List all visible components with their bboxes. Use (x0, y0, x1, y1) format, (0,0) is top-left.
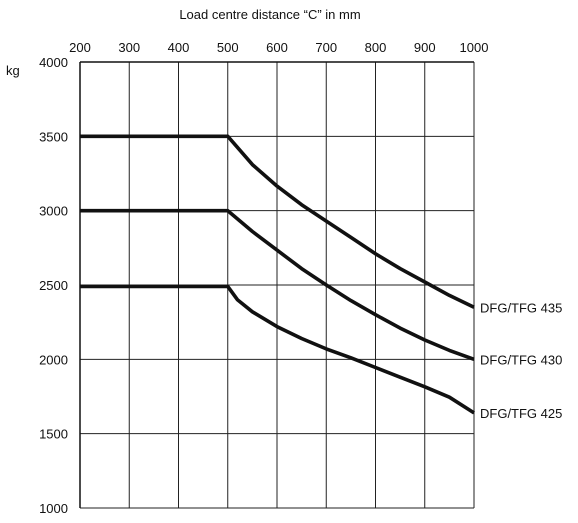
x-axis-title: Load centre distance “C” in mm (179, 7, 360, 22)
y-tick-label-6: 1000 (39, 501, 68, 516)
x-tick-label-8: 1000 (460, 40, 489, 55)
x-tick-label-4: 600 (266, 40, 288, 55)
series-label-1: DFG/TFG 430 (480, 352, 562, 367)
series-line-0 (80, 134, 475, 309)
x-tick-label-3: 500 (217, 40, 239, 55)
y-tick-label-0: 4000 (39, 55, 68, 70)
tick-labels: 200 300 400 500 600 700 800 900 1000 4000 3500 3000… (39, 40, 488, 516)
y-axis-unit-label: kg (6, 63, 20, 78)
y-tick-label-5: 1500 (39, 427, 68, 442)
series-line-1 (80, 208, 475, 361)
x-tick-label-0: 200 (69, 40, 91, 55)
x-tick-label-5: 700 (315, 40, 337, 55)
y-tick-label-2: 3000 (39, 204, 68, 219)
x-tick-label-2: 400 (168, 40, 190, 55)
y-tick-label-1: 3500 (39, 129, 68, 144)
x-tick-label-1: 300 (118, 40, 140, 55)
series-label-0: DFG/TFG 435 (480, 300, 562, 315)
x-tick-label-7: 900 (414, 40, 436, 55)
series-label-2: DFG/TFG 425 (480, 406, 562, 421)
x-tick-label-6: 800 (365, 40, 387, 55)
y-tick-label-3: 2500 (39, 278, 68, 293)
series-lines (80, 134, 475, 415)
series-line-2 (80, 284, 475, 415)
y-tick-label-4: 2000 (39, 352, 68, 367)
series-labels: DFG/TFG 435 DFG/TFG 430 DFG/TFG 425 (480, 300, 562, 421)
